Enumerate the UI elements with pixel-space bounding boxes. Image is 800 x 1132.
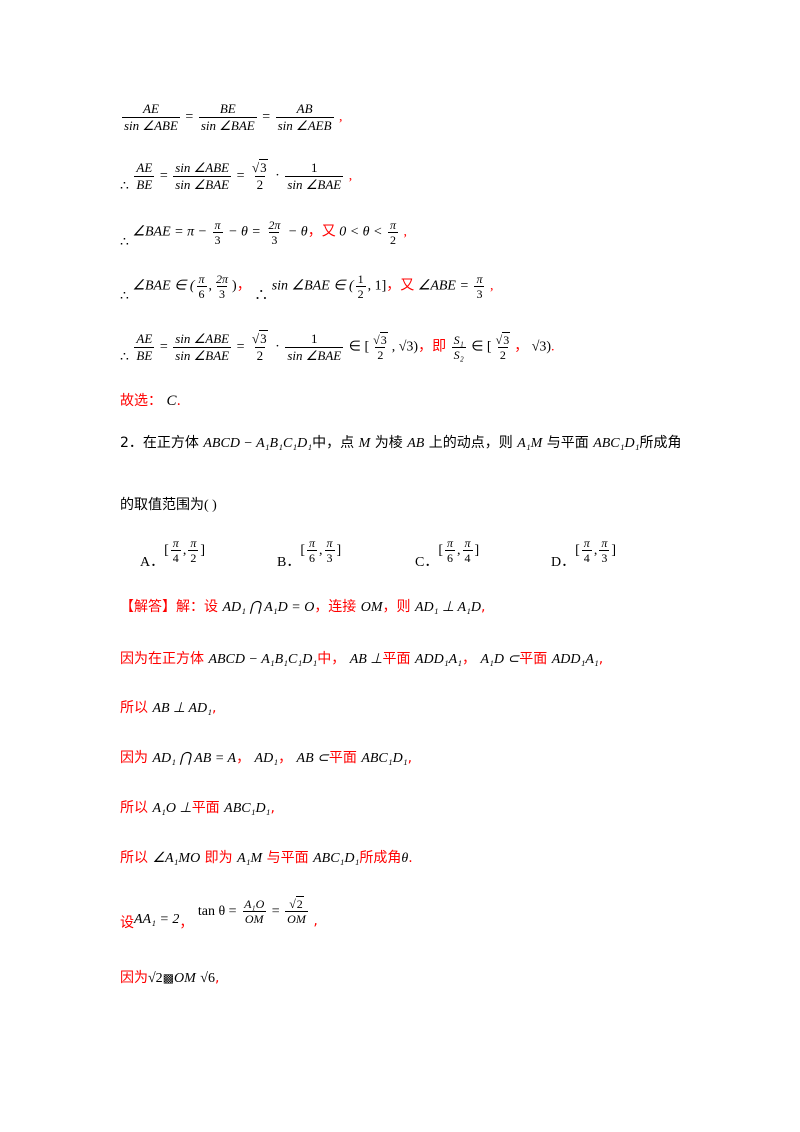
option-a[interactable]: A．[π 4, π 2] [140, 536, 205, 570]
fraction: AB sin ∠AEB [275, 101, 334, 133]
ratio-line-3: ∴ AE BE = sin ∠ABE sin ∠BAE = √3 2 · 1 sin ∠… [120, 330, 555, 365]
solution-line-5: 所以 A₁O ⊥平面 ABC₁D₁, [120, 800, 275, 816]
fraction: 2π 3 [268, 218, 281, 247]
fraction: 2π 3 [216, 272, 229, 301]
solution-line-7: 设AA₁ = 2， tan θ = A₁O OM = √2 OM , [120, 896, 318, 931]
solution-line-4: 因为 AD₁ ⋂ AB = A， AD₁， AB ⊂平面 ABC₁D₁, [120, 750, 413, 766]
ratio-line-1: AE sin ∠ABE = BE sin ∠BAE = AB sin ∠AEB , [122, 101, 343, 133]
fraction: AE sin ∠ABE [122, 101, 180, 133]
fraction: 1 sin ∠BAE [285, 160, 344, 192]
option-b[interactable]: B．[π 6, π 3] [277, 536, 342, 570]
question-2: 2．在正方体 ABCD − A₁B₁C₁D₁中，点 M 为棱 AB 上的动点，则… [120, 435, 682, 451]
ratio-line-2: ∴ AE BE = sin ∠ABE sin ∠BAE = √3 2 · 1 sin ∠… [120, 159, 353, 194]
fraction: √3 2 [495, 332, 511, 362]
fraction: AE BE [134, 331, 155, 363]
fraction: √3 2 [252, 159, 268, 192]
solution-line-1: 【解答】解：设 AD₁ ⋂ A₁D = O，连接 OM，则 AD₁ ⊥ A₁D, [120, 599, 486, 615]
fraction: √2 OM [285, 896, 308, 926]
fraction: √3 2 [373, 332, 388, 362]
answer-line: 故选： C. [120, 393, 181, 409]
fraction: sin ∠ABE sin ∠BAE [173, 160, 232, 192]
fraction: √3 2 [252, 330, 268, 363]
option-c[interactable]: C．[π 6, π 4] [415, 536, 480, 570]
solution-line-6: 所以 ∠A₁MO 即为 A₁M 与平面 ABC₁D₁所成角θ. [120, 850, 413, 866]
question-2-line-2: 的取值范围为( ) [120, 497, 217, 513]
fraction: 1 sin ∠BAE [285, 331, 344, 363]
solution-line-8: 因为√2▩OM √6, [120, 970, 220, 986]
garbled-glyph: ▩ [162, 971, 175, 985]
fraction: A₁O OM [242, 897, 266, 926]
fraction: S₁ S₂ [451, 333, 466, 362]
solution-line-3: 所以 AB ⊥ AD₁, [120, 700, 217, 716]
fraction: BE sin ∠BAE [198, 101, 257, 133]
fraction: AE BE [134, 160, 155, 192]
range-line: ∴ ∠BAE ∈ (π 6, 2π 3)， ∴ sin ∠BAE ∈ (1 2, 1]，… [120, 272, 494, 304]
solution-line-2: 因为在正方体 ABCD − A₁B₁C₁D₁中， AB ⊥平面 ADD₁A₁， … [120, 651, 604, 667]
option-d[interactable]: D．[π 4, π 3] [551, 536, 616, 570]
fraction: sin ∠ABE sin ∠BAE [173, 331, 232, 363]
